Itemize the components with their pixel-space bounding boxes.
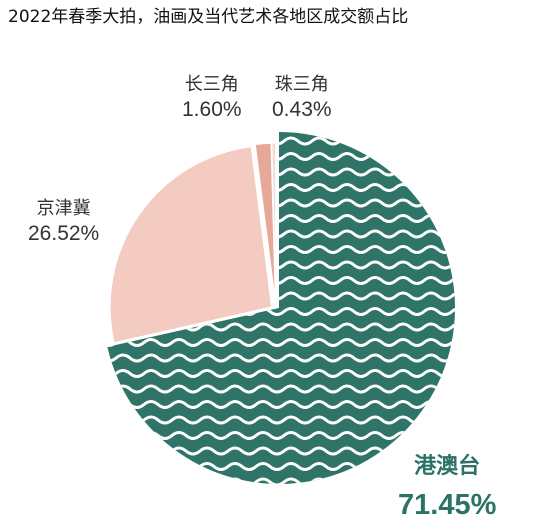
page-title: 2022年春季大拍，油画及当代艺术各地区成交额占比 — [8, 7, 409, 27]
slice-4 — [270, 142, 277, 306]
wave-line — [60, 107, 480, 113]
wave-line — [107, 353, 456, 363]
wave-line — [107, 369, 456, 378]
wave-line — [107, 338, 456, 347]
label-gangaotai: 港澳台 71.45% — [398, 454, 497, 521]
label-zhusanjiao: 珠三角 0.43% — [272, 74, 332, 121]
label-changsanjiao: 长三角 1.60% — [182, 74, 242, 121]
wave-line — [60, 123, 480, 129]
wave-line — [107, 384, 456, 394]
label-jingjinji: 京津冀 26.52% — [28, 198, 100, 245]
slice-2 — [109, 145, 273, 344]
